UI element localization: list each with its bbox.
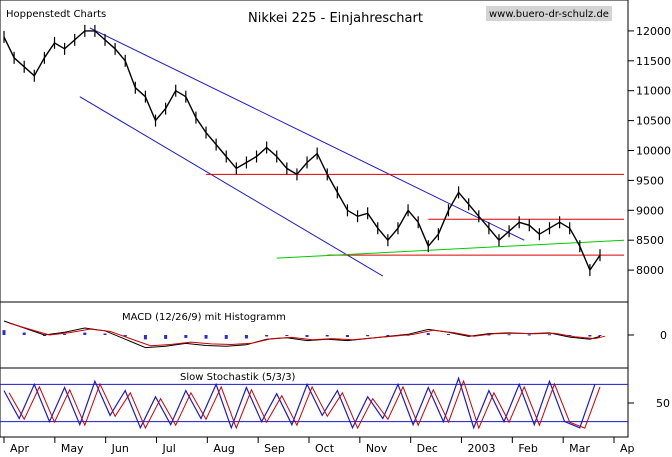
channel-lower-line xyxy=(79,96,384,277)
y-tick-label: 12000 xyxy=(636,25,671,38)
macd-tick-label: 0 xyxy=(660,329,667,342)
price-line xyxy=(3,30,601,272)
macd-histogram-bar xyxy=(527,334,531,336)
macd-histogram-bar xyxy=(103,333,107,335)
y-tick-label: 11000 xyxy=(636,85,671,98)
stoch-layer xyxy=(0,376,628,430)
x-tick-label: Aug xyxy=(213,442,234,455)
macd-histogram-bar xyxy=(285,335,289,336)
y-tick-label: 8000 xyxy=(636,264,664,277)
x-tick-label: Jul xyxy=(162,442,176,455)
macd-histogram-bar xyxy=(487,334,491,336)
stoch-k-line xyxy=(3,376,596,430)
x-tick-label: May xyxy=(61,442,84,455)
macd-histogram-bar xyxy=(204,335,208,339)
macd-layer xyxy=(2,320,606,349)
price-layer xyxy=(3,24,625,277)
macd-histogram-bar xyxy=(598,335,602,336)
macd-signal-line xyxy=(8,322,606,347)
macd-histogram-bar xyxy=(224,335,228,339)
y-tick-label: 9000 xyxy=(636,204,664,217)
chart-title: Nikkei 225 - Einjahreschart xyxy=(248,11,423,26)
x-tick-label: Ap xyxy=(620,442,635,455)
macd-histogram-bar xyxy=(83,332,87,335)
url-label: www.buero-dr-schulz.de xyxy=(489,9,609,20)
macd-histogram-bar xyxy=(325,335,329,337)
macd-histogram-bar xyxy=(426,333,430,335)
macd-histogram-bar xyxy=(386,335,390,336)
macd-histogram-bar xyxy=(22,332,26,335)
macd-histogram-bar xyxy=(265,335,269,337)
stoch-d-line xyxy=(8,379,601,430)
y-tick-label: 8500 xyxy=(636,234,664,247)
macd-histogram-bar xyxy=(143,335,147,340)
axis-layer: 8000 8500 9000 9500 10000 10500 11000 11500 1200… xyxy=(3,25,671,455)
macd-histogram-bar xyxy=(345,335,349,337)
x-tick-label: Feb xyxy=(518,442,537,455)
macd-histogram-bar xyxy=(588,335,592,337)
macd-histogram-bar xyxy=(164,335,168,339)
source-label: Hoppenstedt Charts xyxy=(6,9,106,20)
y-tick-label: 10500 xyxy=(636,115,671,128)
macd-label: MACD (12/26/9) mit Histogramm xyxy=(122,312,286,323)
macd-histogram-bar xyxy=(366,335,370,337)
macd-histogram-bar xyxy=(547,334,551,336)
x-tick-label: Sep xyxy=(264,442,285,455)
x-tick-label: Nov xyxy=(366,442,388,455)
x-tick-label: Apr xyxy=(10,442,30,455)
macd-histogram-bar xyxy=(244,335,248,339)
trend-line-green xyxy=(276,239,625,259)
macd-histogram-bar xyxy=(507,334,511,336)
chart-frame xyxy=(0,0,629,438)
macd-histogram-bar xyxy=(63,334,67,336)
y-tick-label: 11500 xyxy=(636,55,671,68)
url-badge: www.buero-dr-schulz.de xyxy=(486,6,612,21)
x-tick-label: Dec xyxy=(417,442,438,455)
x-tick-label: Oct xyxy=(315,442,335,455)
y-tick-label: 10000 xyxy=(636,145,671,158)
x-tick-label: Mar xyxy=(569,442,590,455)
stoch-tick-label: 50 xyxy=(656,397,670,410)
x-tick-label: Jun xyxy=(111,442,129,455)
macd-histogram-bar xyxy=(446,334,450,336)
macd-histogram-bar xyxy=(123,335,127,337)
stoch-label: Slow Stochastik (5/3/3) xyxy=(180,372,296,383)
macd-histogram-bar xyxy=(305,335,309,337)
x-tick-label: 2003 xyxy=(468,442,496,455)
macd-histogram-bar xyxy=(2,330,6,335)
y-tick-label: 9500 xyxy=(636,174,664,187)
macd-histogram-bar xyxy=(184,335,188,338)
